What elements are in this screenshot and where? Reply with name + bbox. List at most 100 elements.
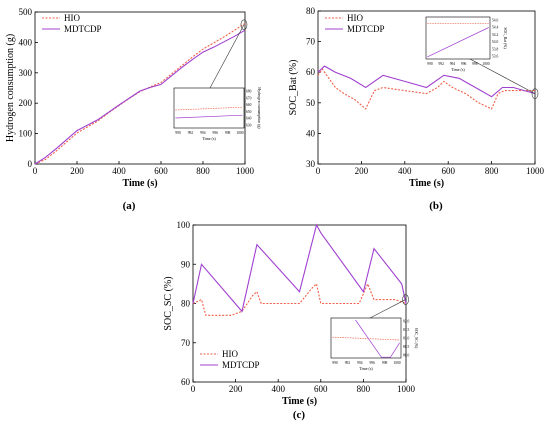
y-axis-label: SOC_Bat (%) <box>288 60 299 116</box>
inset-series-line-mdtcdp <box>427 27 489 58</box>
inset-x-tick-label: 994 <box>200 131 206 135</box>
y-tick-label: 50 <box>306 98 316 108</box>
inset-x-tick-label: 998 <box>382 361 388 365</box>
inset-x-tick-label: 1000 <box>393 361 400 365</box>
y-tick-label: 300 <box>19 68 33 78</box>
y-tick-label: 80 <box>181 299 191 309</box>
x-tick-label: 800 <box>196 166 210 176</box>
x-tick-label: 1000 <box>526 166 545 176</box>
inset-y-tick-label: 640 <box>246 117 252 121</box>
x-tick-label: 600 <box>154 166 168 176</box>
x-tick-label: 800 <box>485 166 499 176</box>
series-line-mdtcdp <box>317 65 536 98</box>
x-axis-label: Time (s) <box>282 396 317 407</box>
series-line-hio <box>34 23 246 165</box>
y-axis-label: SOC_SC (%) <box>163 276 174 330</box>
y-tick-label: 60 <box>306 67 316 77</box>
inset-y-tick-label: 53.8 <box>492 47 498 51</box>
legend-label: HIO <box>347 13 363 23</box>
inset-y-tick-label: 54.0 <box>492 40 498 44</box>
inset-x-tick-label: 992 <box>188 131 194 135</box>
inset-y-tick-label: 53.6 <box>492 55 498 59</box>
plot-frame <box>34 11 246 165</box>
inset-y-tick-label: 54.6 <box>492 19 498 23</box>
inset-x-tick-label: 1000 <box>236 131 243 135</box>
inset-y-tick-label: 54.4 <box>492 26 498 30</box>
y-tick-label: 200 <box>19 98 33 108</box>
x-tick-label: 800 <box>357 384 371 394</box>
y-tick-label: 30 <box>306 159 316 169</box>
x-tick-label: 600 <box>314 384 328 394</box>
panel-caption: (c) <box>293 409 306 421</box>
y-tick-label: 70 <box>181 338 191 348</box>
y-tick-label: 90 <box>181 259 191 269</box>
x-axis-label: Time (s) <box>409 178 444 189</box>
zoom-connector <box>209 24 245 89</box>
zoom-connector <box>469 58 536 94</box>
y-tick-label: 60 <box>181 377 191 387</box>
series-line-mdtcdp <box>192 223 407 313</box>
inset-frame <box>173 87 245 129</box>
panel-caption: (b) <box>429 200 443 212</box>
x-tick-label: 1000 <box>236 166 255 176</box>
zoom-marker <box>531 88 539 99</box>
x-tick-label: 0 <box>191 384 196 394</box>
inset-x-tick-label: 992 <box>345 361 351 365</box>
inset-y-tick-label: 670 <box>246 96 252 100</box>
inset-y-tick-label: 81.0 <box>403 337 409 341</box>
legend-label: MDTCDP <box>64 24 102 34</box>
zoom-connector <box>369 299 406 319</box>
inset-x-axis-label: Time (s) <box>202 136 216 141</box>
chart-panel: 0 200 400 600 800 1000 30 40 50 60 70 80 Time (s) SOC… <box>288 6 545 212</box>
inset-y-tick-label: 81.5 <box>403 328 409 332</box>
inset-y-tick-label: 80.5 <box>403 345 409 349</box>
inset-x-tick-label: 1000 <box>482 62 489 66</box>
inset-x-tick-label: 994 <box>357 361 363 365</box>
y-tick-label: 500 <box>19 7 33 17</box>
y-axis-label: Hydrogen consumption (g) <box>5 34 16 142</box>
panel-caption: (a) <box>123 200 136 212</box>
inset-frame <box>425 16 491 60</box>
inset-x-axis-label: Time (s) <box>451 67 465 72</box>
x-axis-label: Time (s) <box>122 178 157 189</box>
y-tick-label: 100 <box>177 220 191 230</box>
x-tick-label: 200 <box>70 166 84 176</box>
series-line-hio <box>317 68 535 110</box>
inset-x-tick-label: 992 <box>439 62 445 66</box>
zoom-marker <box>402 294 409 305</box>
x-tick-label: 200 <box>355 166 369 176</box>
x-tick-label: 400 <box>271 384 285 394</box>
inset-x-tick-label: 996 <box>370 361 376 365</box>
legend-label: MDTCDP <box>347 24 385 34</box>
chart-panel: 0 200 400 600 800 1000 0 100 200 300 400 500 Time (s… <box>5 7 261 212</box>
inset-y-tick-label: 680 <box>246 90 252 94</box>
inset-y-tick-label: 82.0 <box>403 320 409 324</box>
y-tick-label: 70 <box>306 37 316 47</box>
inset-y-axis-label: Hydrogen consumption (g) <box>257 87 261 129</box>
y-tick-label: 40 <box>306 128 316 138</box>
inset-y-tick-label: 54.2 <box>492 33 498 37</box>
inset-series-line-hio <box>332 336 400 341</box>
inset-y-tick-label: 660 <box>246 103 252 107</box>
inset-x-tick-label: 994 <box>450 62 456 66</box>
inset-frame <box>330 317 402 359</box>
y-tick-label: 400 <box>19 37 33 47</box>
inset-series-line-hio <box>175 106 243 111</box>
y-tick-label: 100 <box>19 129 33 139</box>
inset-x-tick-label: 998 <box>225 131 231 135</box>
x-tick-label: 600 <box>441 166 455 176</box>
chart-panel: 0 200 400 600 800 1000 60 70 80 90 100 Time (s) SOC_… <box>163 220 418 421</box>
inset-x-tick-label: 990 <box>427 62 433 66</box>
y-tick-label: 0 <box>28 159 33 169</box>
plot-frame <box>317 10 536 165</box>
y-tick-label: 80 <box>306 6 316 16</box>
x-tick-label: 1000 <box>397 384 416 394</box>
inset-x-tick-label: 990 <box>175 131 181 135</box>
inset-x-axis-label: Time (s) <box>359 366 373 371</box>
inset-x-tick-label: 996 <box>461 62 467 66</box>
inset-y-tick-label: 80.0 <box>403 354 409 358</box>
inset-x-tick-label: 996 <box>213 131 219 135</box>
inset-y-axis-label: SOC_Bat (%) <box>503 27 507 49</box>
inset-x-tick-label: 990 <box>332 361 338 365</box>
